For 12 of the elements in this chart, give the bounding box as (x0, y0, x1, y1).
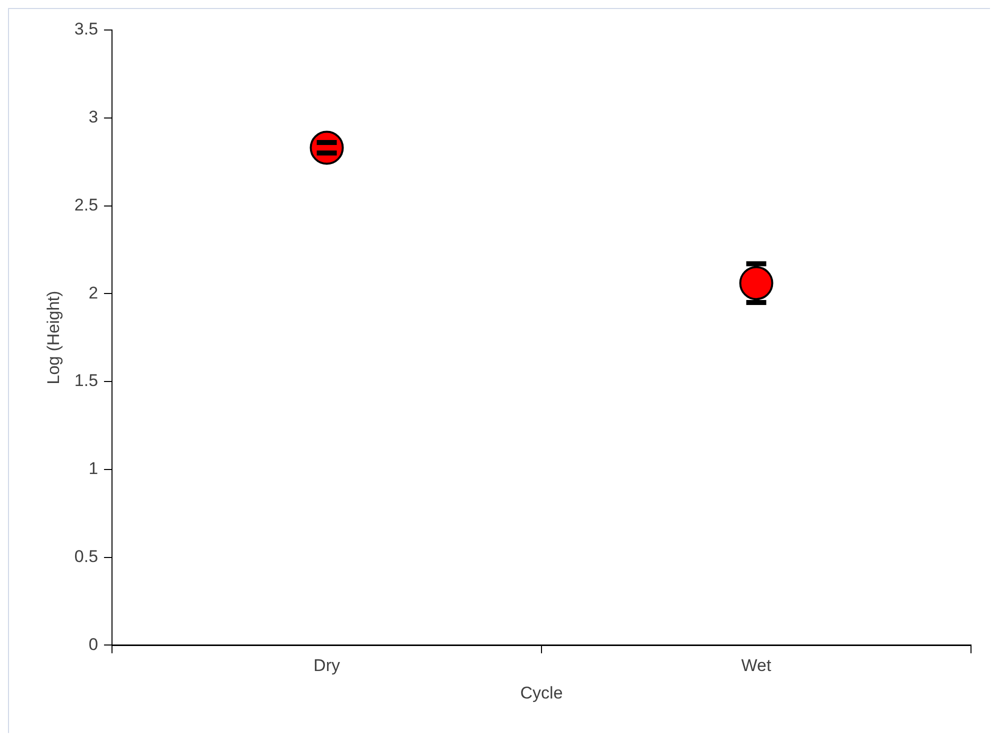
x-axis-title: Cycle (520, 683, 563, 702)
y-tick-label: 0.5 (74, 547, 98, 566)
y-tick-label: 0 (88, 634, 98, 654)
y-tick-label: 3.5 (74, 20, 98, 39)
y-tick-label: 2 (88, 283, 98, 302)
y-axis-title: Log (Height) (44, 290, 63, 384)
y-tick-label: 3 (88, 108, 98, 127)
y-tick-label: 1.5 (74, 371, 98, 390)
y-tick-label: 2.5 (74, 195, 98, 214)
x-tick-label: Dry (314, 656, 340, 676)
x-tick-label: Wet (741, 656, 772, 676)
y-tick-label: 1 (88, 459, 98, 478)
